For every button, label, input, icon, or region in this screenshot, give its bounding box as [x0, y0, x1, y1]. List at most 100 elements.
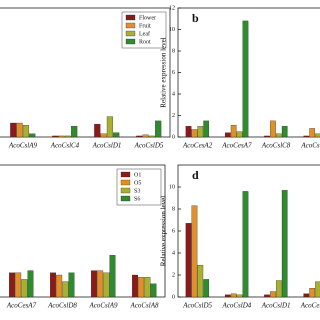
bar [270, 291, 276, 298]
bar [303, 135, 310, 138]
x-tick-label: AcoCslD5 [134, 142, 164, 150]
legend-label: Root [139, 39, 151, 45]
x-tick-label: AcoCslD1 [261, 302, 291, 310]
bar [56, 274, 63, 298]
bar [264, 135, 270, 138]
bar [50, 272, 57, 298]
legend-label: Leaf [139, 30, 150, 37]
legend-swatch [125, 30, 136, 37]
legend-label: Fruit [139, 23, 151, 29]
bar [144, 277, 151, 298]
bar [150, 283, 157, 298]
bar [136, 135, 143, 138]
x-tick-label: AcoCslD1 [92, 142, 122, 150]
bar [155, 120, 162, 138]
bar [148, 135, 155, 138]
legend-swatch [120, 179, 131, 186]
y-tick-label: 2 [172, 113, 175, 119]
y-tick-label: 6 [172, 228, 175, 234]
bar [230, 125, 237, 138]
bar [97, 270, 104, 298]
bar [103, 272, 110, 298]
bar [100, 133, 107, 138]
y-axis-label: Relative expression level [160, 196, 168, 266]
y-tick-label: 10 [169, 184, 175, 190]
plot-frame [177, 7, 320, 138]
bar [68, 272, 75, 298]
bar [191, 129, 198, 138]
bar [138, 277, 145, 298]
bar [224, 132, 231, 138]
bar [52, 135, 59, 138]
legend-swatch [120, 171, 131, 178]
bar [236, 294, 243, 298]
bar [264, 294, 270, 298]
bar [64, 135, 71, 138]
x-tick-label: AcoCslD4 [221, 302, 251, 310]
bar [29, 133, 36, 138]
x-tick-label: AcoCesA7 [221, 142, 252, 150]
bar [315, 281, 320, 298]
bar [91, 270, 97, 298]
x-tick-label: AcoCslA9 [89, 302, 118, 310]
bar [191, 205, 198, 298]
legend-label: O5 [134, 180, 141, 186]
bar [185, 126, 192, 138]
y-tick-label: 8 [172, 206, 175, 212]
legend-label: Flower [139, 15, 156, 21]
y-tick-label: 4 [172, 91, 175, 97]
bar [21, 279, 28, 298]
bar [242, 20, 249, 138]
bar [10, 122, 17, 138]
bar [275, 133, 282, 138]
bar [15, 272, 22, 298]
bar [132, 274, 138, 298]
bar [142, 134, 149, 138]
bar [16, 122, 23, 138]
bar [58, 135, 65, 138]
legend-swatch [125, 14, 136, 21]
bar [275, 280, 282, 298]
bar [281, 126, 288, 138]
bar [113, 132, 120, 138]
bar [303, 293, 310, 298]
bar [197, 264, 204, 298]
y-axis-label: Relative expression level [160, 37, 168, 107]
x-tick-label: AcoCesA4 [300, 302, 320, 310]
bar [236, 131, 243, 138]
y-tick-label: 10 [169, 27, 175, 33]
bar [197, 126, 204, 138]
bar [203, 279, 210, 298]
bar [27, 270, 34, 298]
legend-label: O1 [134, 172, 141, 178]
x-tick-label: AcoCslA8 [130, 302, 159, 310]
bar [22, 125, 29, 138]
bar [9, 272, 15, 298]
x-tick-label: AcoCslE2 [300, 142, 320, 150]
bar [109, 255, 116, 298]
legend-swatch [120, 187, 131, 194]
x-tick-label: AcoCesA2 [182, 142, 213, 150]
bar [281, 190, 288, 298]
bar [71, 126, 78, 138]
legend-swatch [125, 38, 136, 45]
bar [315, 133, 320, 138]
x-tick-label: AcoCslC8 [261, 142, 291, 150]
x-tick-label: AcoCesA7 [6, 302, 37, 310]
legend-swatch [120, 195, 131, 202]
y-tick-label: 2 [172, 272, 175, 278]
bar [185, 223, 192, 298]
x-tick-label: AcoCslD5 [182, 302, 212, 310]
bar [106, 116, 113, 138]
panel-label: d [192, 168, 199, 182]
y-tick-label: 6 [172, 70, 175, 76]
bar [94, 123, 101, 138]
legend-label: S6 [134, 196, 140, 202]
bar [62, 281, 69, 298]
x-tick-label: AcoCslD8 [47, 302, 77, 310]
bar [309, 128, 316, 138]
legend-swatch [125, 22, 136, 29]
x-tick-label: AcoCslC4 [50, 142, 80, 150]
x-tick-label: AcoCslA9 [8, 142, 37, 150]
